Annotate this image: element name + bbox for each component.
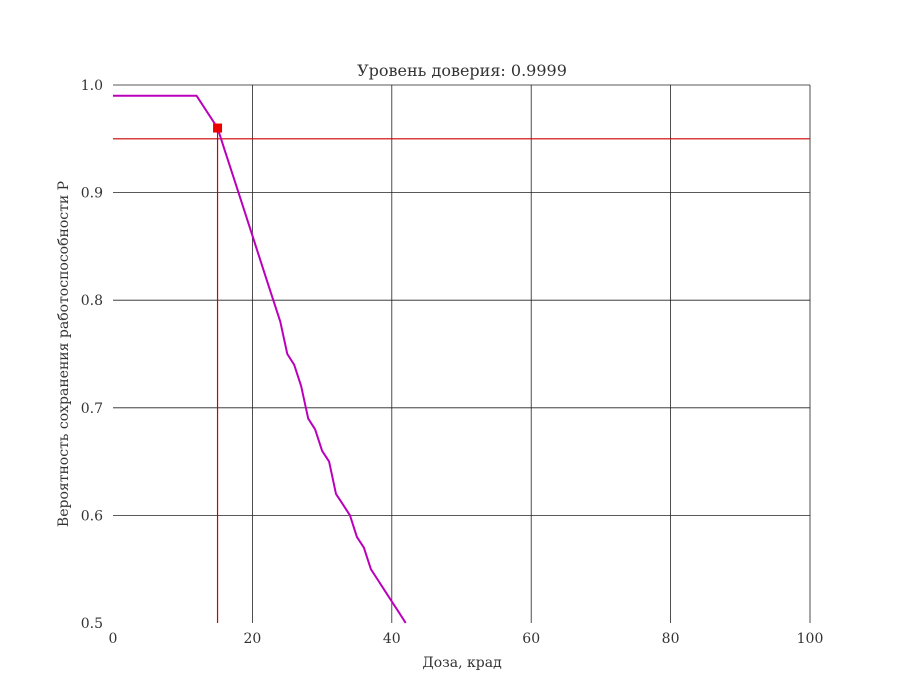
x-tick-label: 40 [383,631,401,647]
chart-title: Уровень доверия: 0.9999 [357,61,567,80]
tick-labels: 0.5 0.6 0.7 0.8 0.9 1.0 0 20 40 60 80 100 [81,78,824,647]
series-line [113,94,407,624]
x-tick-label: 100 [797,631,824,647]
grid [113,84,811,623]
markers [213,123,223,133]
data-marker [213,123,223,133]
series [113,94,407,624]
y-tick-label: 0.9 [81,186,103,202]
x-tick-label: 0 [109,631,118,647]
y-tick-label: 0.6 [81,508,103,524]
reference-lines [113,128,810,623]
x-tick-label: 80 [662,631,680,647]
x-tick-label: 60 [522,631,540,647]
y-tick-label: 0.7 [81,401,103,417]
y-axis-label: Вероятность сохранения работоспособности… [56,181,72,527]
x-tick-label: 20 [243,631,261,647]
y-tick-label: 1.0 [81,78,103,94]
y-tick-label: 0.8 [81,293,103,309]
y-tick-label: 0.5 [81,616,103,632]
x-axis-label: Доза, крад [422,655,502,671]
